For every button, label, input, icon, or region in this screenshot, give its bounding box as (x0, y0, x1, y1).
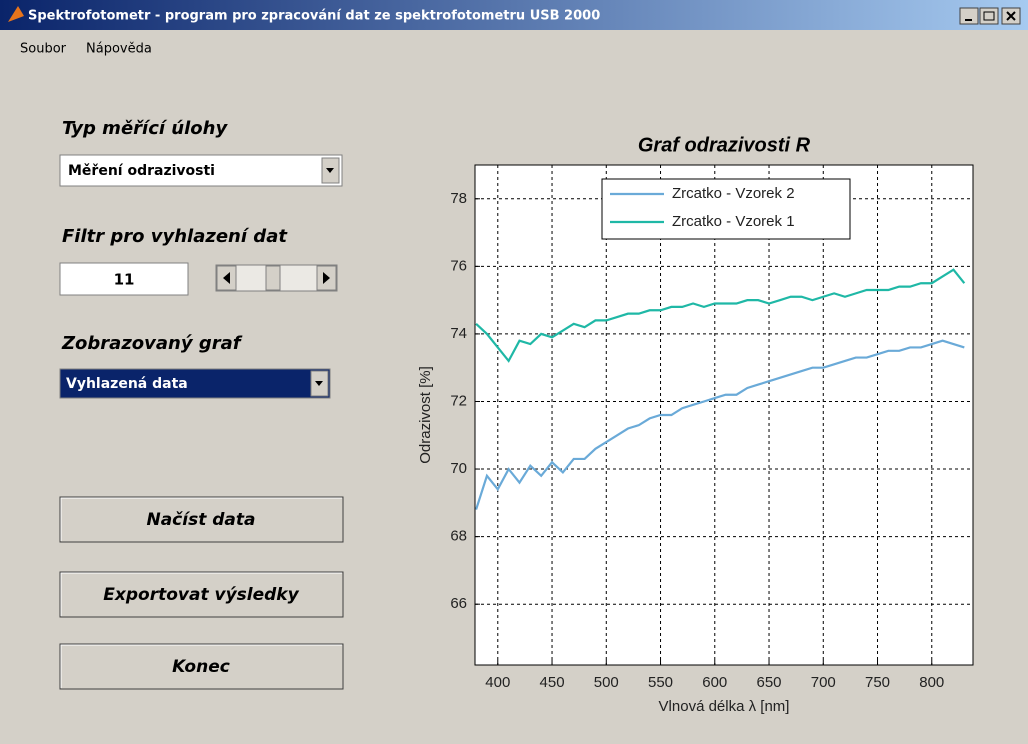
y-axis-label: Odrazivost [%] (417, 366, 434, 464)
app-icon (8, 6, 24, 22)
button-label[interactable]: Konec (172, 657, 230, 677)
x-tick-label: 450 (540, 674, 565, 691)
x-tick-label: 750 (865, 674, 890, 691)
dropdown[interactable] (59, 154, 343, 187)
dropdown-value: Vyhlazená data (66, 376, 188, 392)
label: Zobrazovaný graf (61, 333, 243, 354)
menu-item[interactable]: Soubor (20, 42, 67, 57)
x-tick-label: 500 (594, 674, 619, 691)
button[interactable] (59, 496, 344, 543)
chart-title: Graf odrazivosti R (638, 134, 811, 156)
slider[interactable] (215, 264, 338, 292)
button-highlight (60, 644, 342, 688)
button-highlight (60, 572, 342, 616)
dropdown[interactable] (59, 368, 331, 399)
x-tick-label: 650 (757, 674, 782, 691)
data-line (475, 268, 966, 363)
plot-frame (474, 164, 974, 666)
edit-value: 11 (114, 271, 135, 289)
x-tick-label: 400 (485, 674, 510, 691)
minimize[interactable] (959, 7, 979, 25)
label: Filtr pro vyhlazení dat (62, 226, 288, 247)
title-bar (0, 0, 1028, 30)
plot-area (475, 165, 973, 665)
x-axis-label: Vlnová délka λ [nm] (659, 698, 790, 715)
y-tick-label: 76 (450, 257, 467, 274)
y-tick-label: 74 (450, 325, 467, 342)
legend-label: Zrcatko - Vzorek 2 (672, 185, 795, 202)
x-tick-label: 700 (811, 674, 836, 691)
y-tick-label: 70 (450, 460, 467, 477)
dropdown-value: Měření odrazivosti (68, 163, 215, 179)
y-tick-label: 66 (450, 595, 467, 612)
window-title: Spektrofotometr - program pro zpracování… (28, 9, 600, 24)
y-tick-label: 78 (450, 190, 467, 207)
legend (601, 178, 851, 240)
edit-box[interactable] (59, 262, 189, 296)
y-tick-label: 72 (450, 392, 467, 409)
maximize[interactable] (979, 7, 999, 25)
data-line (475, 339, 965, 510)
label: Typ měřící úlohy (62, 118, 228, 139)
x-tick-label: 600 (702, 674, 727, 691)
window-buttons[interactable] (959, 7, 1021, 25)
x-tick-label: 800 (919, 674, 944, 691)
button-label[interactable]: Exportovat výsledky (103, 585, 299, 605)
x-tick-label: 550 (648, 674, 673, 691)
button-highlight (60, 497, 342, 541)
button[interactable] (59, 571, 344, 618)
y-tick-label: 68 (450, 528, 467, 545)
button-label[interactable]: Načíst data (146, 510, 255, 530)
button[interactable] (59, 643, 344, 690)
menu-item[interactable]: Nápověda (86, 42, 152, 57)
legend-label: Zrcatko - Vzorek 1 (672, 213, 795, 230)
